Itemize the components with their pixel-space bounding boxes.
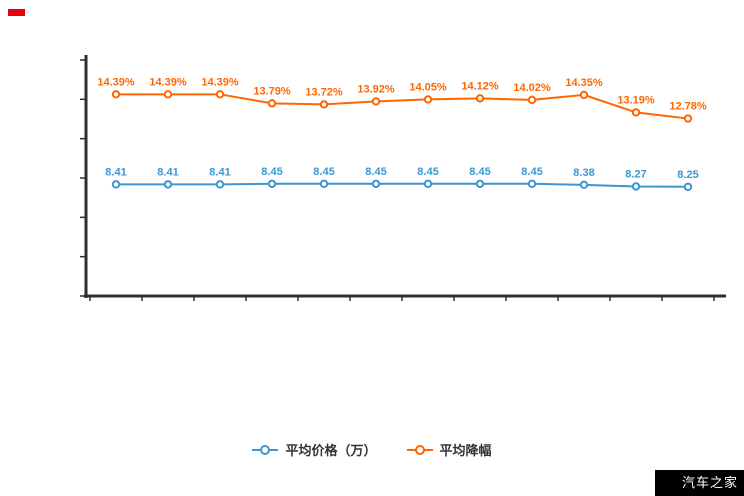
data-label: 8.45 xyxy=(521,166,542,178)
data-label: 12.78% xyxy=(669,101,707,113)
line-circle-icon xyxy=(406,444,433,455)
data-label: 8.45 xyxy=(417,166,438,178)
red-dash-mark xyxy=(8,9,25,16)
data-label: 8.45 xyxy=(313,166,334,178)
data-point[interactable] xyxy=(423,95,433,104)
data-point[interactable] xyxy=(267,179,277,188)
legend-label: 平均价格（万） xyxy=(285,443,377,458)
data-point[interactable] xyxy=(215,180,225,189)
data-point[interactable] xyxy=(319,100,329,109)
data-point[interactable] xyxy=(475,94,485,103)
data-point[interactable] xyxy=(683,114,693,123)
legend-dot-swatch xyxy=(260,444,271,455)
data-label: 14.12% xyxy=(461,80,499,92)
data-label: 14.35% xyxy=(565,77,603,89)
data-label: 14.39% xyxy=(97,76,135,88)
legend-item-avg-price[interactable]: 平均价格（万） xyxy=(252,440,377,459)
data-point[interactable] xyxy=(683,182,693,191)
data-label: 8.45 xyxy=(469,166,490,178)
data-label: 14.05% xyxy=(409,81,447,93)
data-point[interactable] xyxy=(579,180,589,190)
data-label: 13.79% xyxy=(253,85,291,97)
data-point[interactable] xyxy=(371,179,381,188)
series-line xyxy=(116,93,689,120)
data-point[interactable] xyxy=(527,179,537,188)
data-label: 14.02% xyxy=(513,82,551,94)
legend-dot-swatch xyxy=(414,444,425,455)
data-label: 8.41 xyxy=(157,166,178,178)
series-0: 14.39% 14.39% 14.39% 13.79% 13.72% 13.92% 14.0… xyxy=(97,76,707,123)
legend-item-avg-discount[interactable]: 平均降幅 xyxy=(406,440,492,459)
data-point[interactable] xyxy=(319,179,329,188)
data-point[interactable] xyxy=(423,179,433,188)
data-point[interactable] xyxy=(631,182,641,191)
data-label: 8.25 xyxy=(677,169,698,181)
data-point[interactable] xyxy=(111,90,121,99)
data-label: 8.41 xyxy=(105,166,126,178)
data-point[interactable] xyxy=(163,90,173,99)
data-label: 13.19% xyxy=(617,94,655,106)
data-point[interactable] xyxy=(527,95,537,105)
data-label: 8.45 xyxy=(261,166,282,178)
data-label: 14.39% xyxy=(149,76,187,88)
data-point[interactable] xyxy=(579,90,589,100)
chart-legend: 平均价格（万） 平均降幅 xyxy=(0,440,744,459)
data-label: 8.41 xyxy=(209,166,230,178)
data-point[interactable] xyxy=(163,180,173,189)
line-circle-icon xyxy=(252,444,279,455)
data-label: 13.92% xyxy=(357,83,395,95)
data-label: 13.72% xyxy=(305,86,343,98)
data-label: 8.27 xyxy=(625,168,646,180)
data-label: 8.45 xyxy=(365,166,386,178)
data-point[interactable] xyxy=(215,90,225,99)
data-label: 14.39% xyxy=(201,76,239,88)
data-point[interactable] xyxy=(371,97,381,106)
legend-label: 平均降幅 xyxy=(439,443,492,458)
series-1: 8.41 8.41 8.41 8.45 8.45 8.45 8.45 8.45 8.45 8.38… xyxy=(105,166,699,191)
series-line xyxy=(116,182,689,188)
data-point[interactable] xyxy=(631,108,641,117)
data-point[interactable] xyxy=(111,180,121,189)
axes xyxy=(80,55,726,301)
data-point[interactable] xyxy=(475,179,485,188)
data-point[interactable] xyxy=(267,99,277,108)
autohome-watermark: 汽车之家 xyxy=(655,470,744,496)
data-label: 8.38 xyxy=(573,167,594,179)
